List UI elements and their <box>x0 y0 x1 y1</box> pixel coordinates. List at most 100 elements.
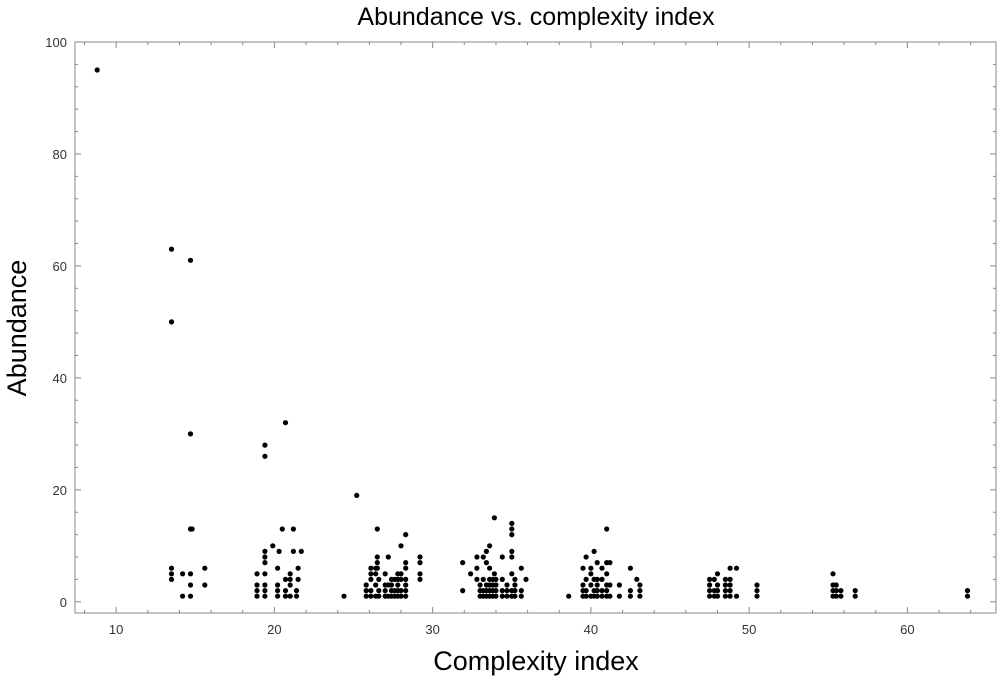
data-point <box>722 593 729 599</box>
data-point <box>376 593 382 599</box>
data-point <box>499 588 505 594</box>
data-point <box>368 593 374 599</box>
data-point <box>388 582 395 588</box>
data-point <box>398 576 404 583</box>
data-point <box>493 582 499 588</box>
data-point <box>509 548 515 555</box>
data-point <box>275 593 281 599</box>
data-point <box>474 565 480 571</box>
data-point <box>94 67 100 73</box>
data-point <box>417 571 423 577</box>
data-point <box>180 593 186 599</box>
data-point <box>168 319 175 325</box>
data-point <box>504 593 510 599</box>
data-point <box>368 571 374 577</box>
data-point <box>202 582 208 588</box>
data-point <box>480 576 486 583</box>
data-point <box>282 588 289 594</box>
data-point <box>627 593 634 599</box>
data-point <box>254 571 260 577</box>
data-point <box>287 571 293 577</box>
data-point <box>368 588 374 594</box>
data-point <box>754 588 760 594</box>
data-point <box>604 526 610 532</box>
data-point <box>403 582 409 588</box>
data-point <box>262 554 268 560</box>
data-point <box>491 515 497 521</box>
data-point <box>262 442 268 448</box>
data-point <box>504 588 510 594</box>
data-point <box>509 520 515 527</box>
data-point <box>474 576 480 583</box>
data-point <box>627 588 634 594</box>
data-point <box>374 526 380 532</box>
data-point <box>833 588 839 594</box>
data-point <box>580 565 586 571</box>
data-point <box>341 593 347 599</box>
data-point <box>373 582 379 588</box>
data-point <box>398 571 404 577</box>
data-point <box>417 576 423 583</box>
data-point <box>727 565 733 571</box>
data-point <box>417 560 423 566</box>
data-point <box>722 582 729 588</box>
x-tick-label: 40 <box>584 622 598 637</box>
data-point <box>282 420 289 426</box>
x-tick-label: 20 <box>267 622 281 637</box>
data-point <box>290 548 296 555</box>
data-point <box>714 593 721 599</box>
data-point <box>493 588 499 594</box>
data-point <box>403 565 409 571</box>
data-point <box>588 582 594 588</box>
data-point <box>707 576 713 583</box>
data-point <box>282 593 289 599</box>
data-points <box>94 67 971 599</box>
data-point <box>363 582 369 588</box>
data-point <box>262 582 268 588</box>
y-tick-labels: 0 20 40 60 80 100 <box>45 35 67 610</box>
data-point <box>722 588 729 594</box>
data-point <box>262 548 268 555</box>
data-point <box>512 576 518 583</box>
data-point <box>833 593 839 599</box>
data-point <box>588 565 594 571</box>
data-point <box>499 593 505 599</box>
data-point <box>290 526 296 532</box>
data-point <box>368 565 374 571</box>
data-point <box>838 593 844 599</box>
data-point <box>714 571 721 577</box>
data-point <box>368 576 374 583</box>
data-point <box>403 532 409 538</box>
data-point <box>363 593 369 599</box>
data-point <box>727 582 733 588</box>
data-point <box>607 593 613 599</box>
data-point <box>276 548 282 555</box>
data-point <box>637 582 643 588</box>
y-tick-label: 40 <box>53 371 67 386</box>
data-point <box>583 593 589 599</box>
y-tick-label: 80 <box>53 147 67 162</box>
data-point <box>374 565 380 571</box>
data-point <box>398 588 404 594</box>
data-point <box>707 593 713 599</box>
data-point <box>594 576 600 583</box>
data-point <box>833 582 839 588</box>
data-point <box>398 593 404 599</box>
data-point <box>583 554 589 560</box>
data-point <box>727 593 733 599</box>
data-point <box>594 582 600 588</box>
data-point <box>483 560 489 566</box>
data-point <box>504 582 510 588</box>
data-point <box>599 588 605 594</box>
data-point <box>604 588 610 594</box>
data-point <box>376 588 382 594</box>
data-point <box>262 453 268 459</box>
data-point <box>477 582 483 588</box>
data-point <box>254 593 260 599</box>
data-point <box>754 582 760 588</box>
data-point <box>187 593 194 599</box>
x-tick-label: 10 <box>109 622 123 637</box>
data-point <box>417 554 423 560</box>
data-point <box>187 582 194 588</box>
